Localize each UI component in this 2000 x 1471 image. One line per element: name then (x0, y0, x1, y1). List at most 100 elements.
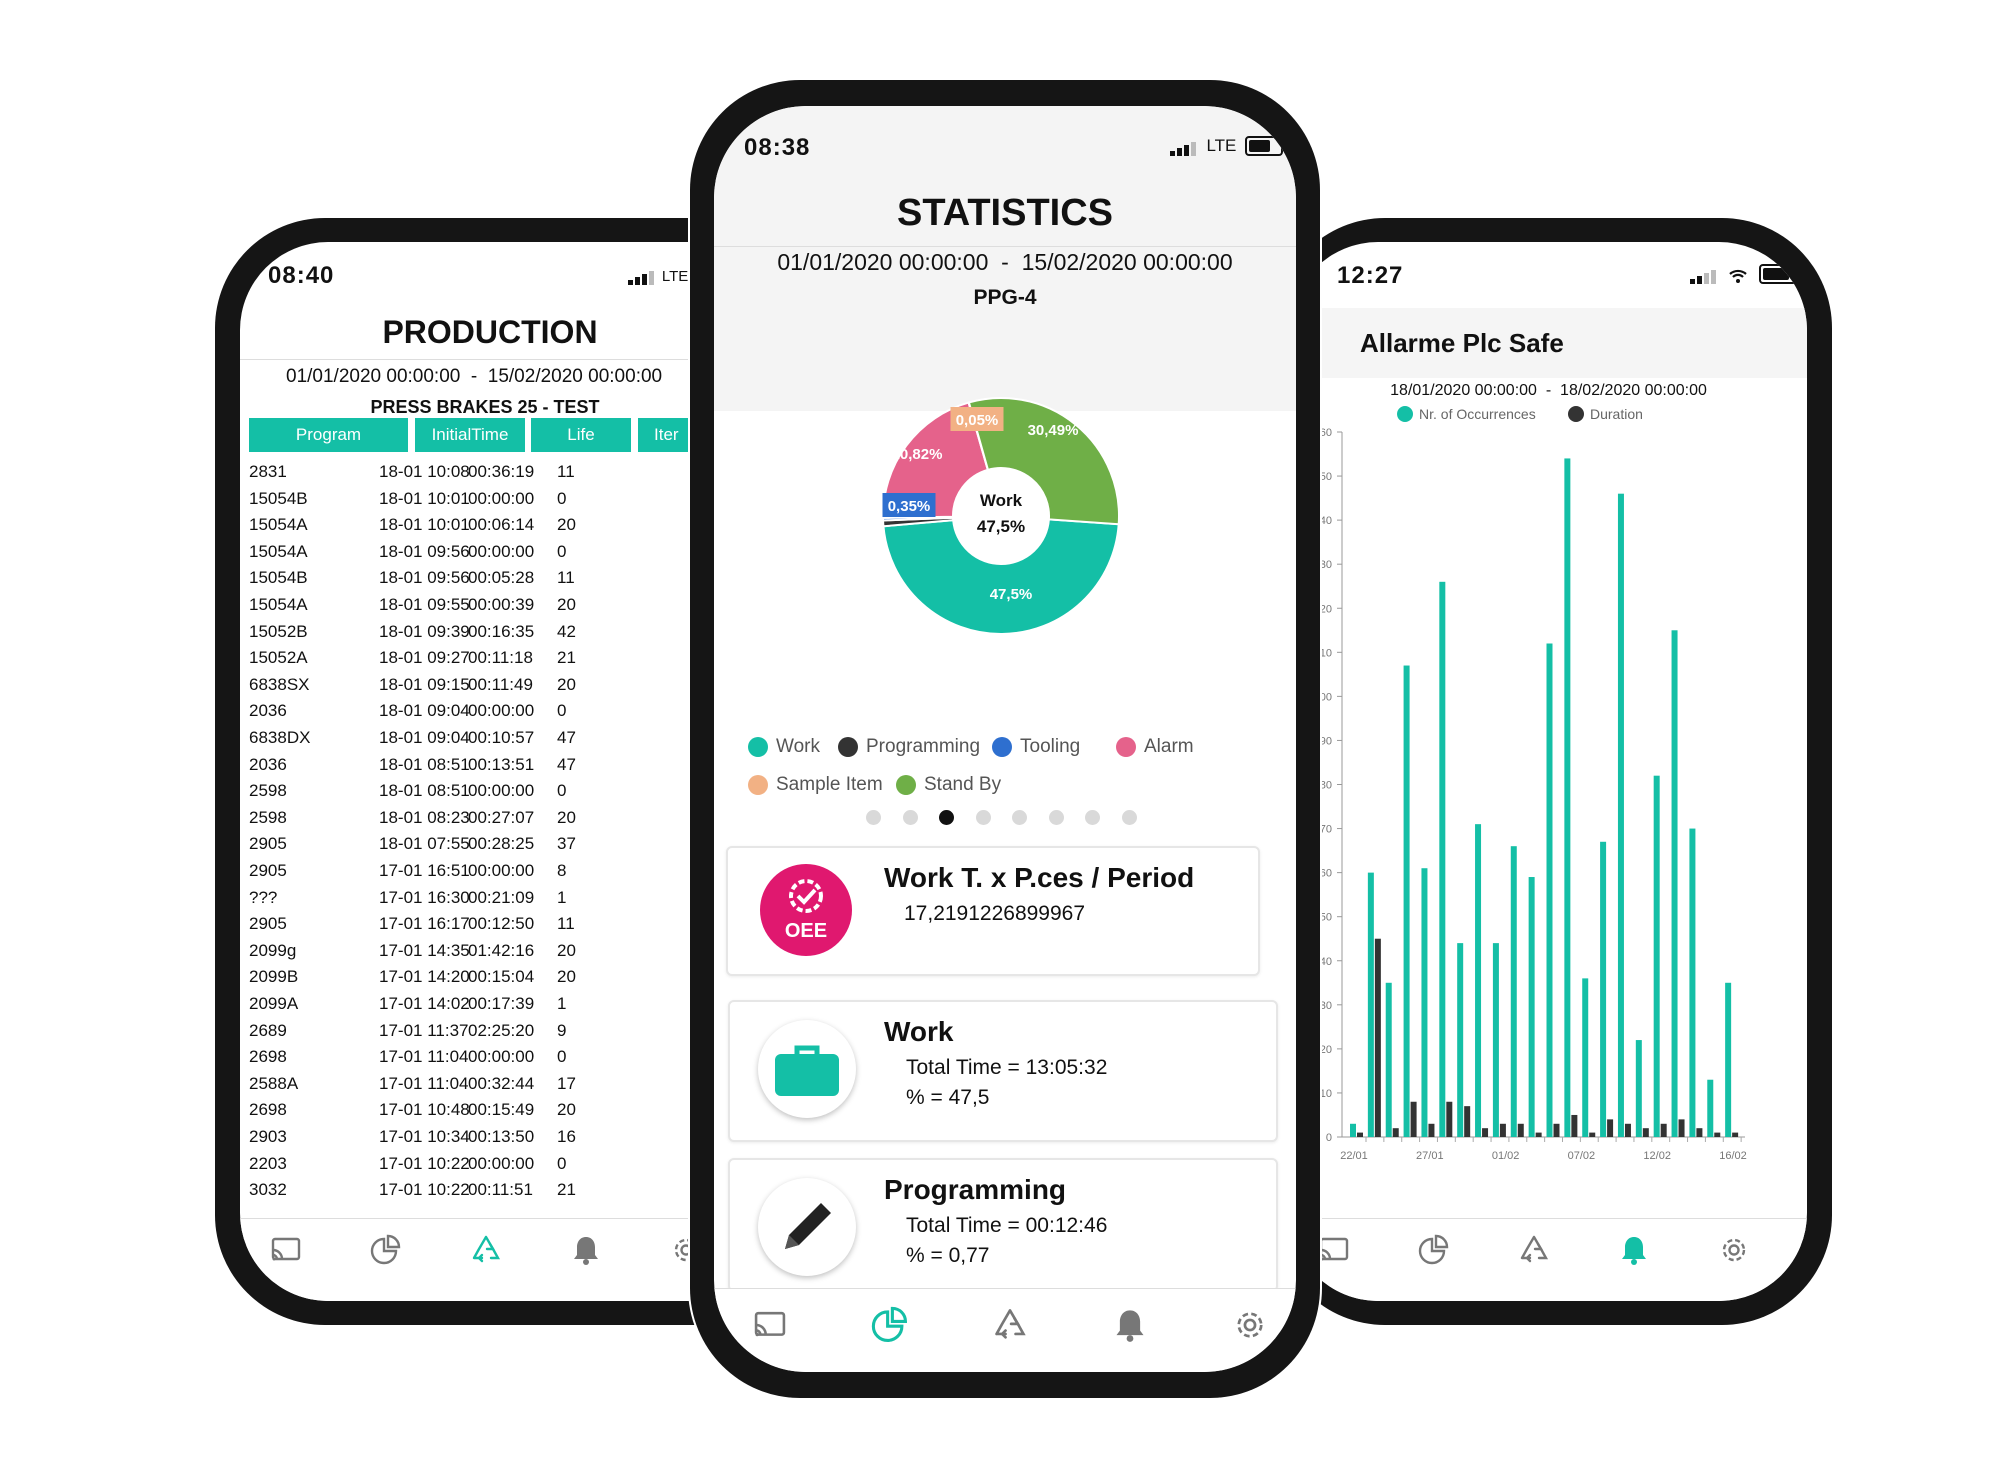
table-row[interactable]: 2698 17-01 10:48 00:15:49 20 (249, 1100, 769, 1127)
legend-item[interactable]: Stand By (896, 774, 1001, 796)
tab-cast[interactable] (256, 1225, 316, 1275)
table-row[interactable]: 6838SX 18-01 09:15 00:11:49 20 (249, 675, 769, 702)
tab-alarms[interactable] (1604, 1225, 1664, 1275)
bar-duration[interactable] (1571, 1114, 1578, 1137)
bar-occurrences[interactable] (1653, 775, 1660, 1137)
table-row[interactable]: 6838DX 18-01 09:04 00:10:57 47 (249, 728, 769, 755)
tab-cast[interactable] (738, 1299, 802, 1351)
bar-occurrences[interactable] (1671, 630, 1678, 1137)
table-row[interactable]: 15052B 18-01 09:39 00:16:35 42 (249, 622, 769, 649)
table-row[interactable]: 15052A 18-01 09:27 00:11:18 21 (249, 648, 769, 675)
bar-duration[interactable] (1642, 1128, 1649, 1137)
table-row[interactable]: 2689 17-01 11:37 02:25:20 9 (249, 1021, 769, 1048)
table-row[interactable]: 2598 18-01 08:23 00:27:07 20 (249, 808, 769, 835)
bar-occurrences[interactable] (1439, 581, 1446, 1137)
bar-duration[interactable] (1678, 1119, 1685, 1137)
work-card[interactable]: Work Total Time = 13:05:32 % = 47,5 (728, 1000, 1278, 1142)
col-header-program[interactable]: Program (249, 418, 408, 452)
donut-slice-stand-by[interactable] (967, 397, 1120, 526)
legend-item[interactable]: Alarm (1116, 736, 1194, 758)
bar-occurrences[interactable] (1689, 828, 1696, 1137)
table-row[interactable]: 2831 18-01 10:08 00:36:19 11 (249, 462, 769, 489)
legend-item[interactable]: Work (748, 736, 820, 758)
tab-settings[interactable] (1218, 1299, 1282, 1351)
table-row[interactable]: 2905 17-01 16:51 00:00:00 8 (249, 861, 769, 888)
bar-occurrences[interactable] (1367, 872, 1374, 1137)
bar-duration[interactable] (1482, 1128, 1489, 1137)
tab-cast[interactable] (1304, 1225, 1364, 1275)
bar-occurrences[interactable] (1350, 1123, 1356, 1137)
tab-statistics[interactable] (858, 1299, 922, 1351)
bar-duration[interactable] (1732, 1132, 1739, 1137)
pager-dot[interactable] (1085, 810, 1100, 825)
bar-occurrences[interactable] (1564, 458, 1571, 1137)
bar-duration[interactable] (1535, 1132, 1542, 1137)
legend-item[interactable]: Programming (838, 736, 980, 758)
bar-duration[interactable] (1607, 1119, 1614, 1137)
pager-dot[interactable] (939, 810, 954, 825)
bar-occurrences[interactable] (1492, 943, 1499, 1137)
bar-duration[interactable] (1410, 1101, 1417, 1137)
tab-statistics[interactable] (1404, 1225, 1464, 1275)
oee-card[interactable]: OEE Work T. x P.ces / Period 17,21912268… (726, 846, 1260, 976)
table-row[interactable]: 2036 18-01 09:04 00:00:00 0 (249, 701, 769, 728)
bar-duration[interactable] (1553, 1123, 1560, 1137)
bar-duration[interactable] (1517, 1123, 1524, 1137)
bar-duration[interactable] (1714, 1132, 1721, 1137)
tab-production[interactable] (978, 1299, 1042, 1351)
bar-occurrences[interactable] (1617, 493, 1624, 1137)
table-row[interactable]: 2099B 17-01 14:20 00:15:04 20 (249, 967, 769, 994)
bar-occurrences[interactable] (1582, 978, 1589, 1137)
bar-occurrences[interactable] (1707, 1079, 1714, 1137)
bar-occurrences[interactable] (1457, 943, 1464, 1137)
table-row[interactable]: 2036 18-01 08:51 00:13:51 47 (249, 755, 769, 782)
table-row[interactable]: 2203 17-01 10:22 00:00:00 0 (249, 1154, 769, 1181)
bar-duration[interactable] (1589, 1132, 1596, 1137)
pager-dot[interactable] (866, 810, 881, 825)
bar-occurrences[interactable] (1725, 982, 1732, 1137)
pager-dot[interactable] (1048, 810, 1064, 825)
table-row[interactable]: 3032 17-01 10:22 00:11:51 21 (249, 1180, 769, 1207)
table-row[interactable]: 2905 17-01 16:17 00:12:50 11 (249, 914, 769, 941)
bar-duration[interactable] (1624, 1123, 1631, 1137)
table-row[interactable]: 2588A 17-01 11:04 00:32:44 17 (249, 1074, 769, 1101)
table-row[interactable]: 2698 17-01 11:04 00:00:00 0 (249, 1047, 769, 1074)
pager-dot[interactable] (902, 810, 918, 825)
pager-dot[interactable] (1012, 810, 1027, 825)
bar-occurrences[interactable] (1528, 877, 1535, 1137)
tab-alarms[interactable] (556, 1225, 616, 1275)
table-row[interactable]: 15054B 18-01 09:56 00:05:28 11 (249, 568, 769, 595)
bar-occurrences[interactable] (1421, 868, 1428, 1137)
bar-duration[interactable] (1696, 1128, 1703, 1137)
bar-duration[interactable] (1392, 1128, 1399, 1137)
bar-occurrences[interactable] (1635, 1040, 1642, 1137)
pager-dot[interactable] (975, 810, 991, 825)
table-row[interactable]: 2905 18-01 07:55 00:28:25 37 (249, 834, 769, 861)
legend-item[interactable]: Tooling (992, 736, 1080, 758)
bar-occurrences[interactable] (1475, 824, 1482, 1137)
bar-duration[interactable] (1357, 1132, 1363, 1137)
table-row[interactable]: 15054A 18-01 10:01 00:06:14 20 (249, 515, 769, 542)
donut-slice-work[interactable] (882, 518, 1120, 635)
bar-duration[interactable] (1428, 1123, 1435, 1137)
col-header-life[interactable]: Life (531, 418, 631, 452)
tab-alarms[interactable] (1098, 1299, 1162, 1351)
bar-occurrences[interactable] (1385, 982, 1392, 1137)
pager-dot[interactable] (1121, 810, 1137, 825)
bar-occurrences[interactable] (1403, 665, 1410, 1137)
table-row[interactable]: 15054A 18-01 09:55 00:00:39 20 (249, 595, 769, 622)
bar-duration[interactable] (1374, 938, 1381, 1137)
tab-settings[interactable] (1704, 1225, 1764, 1275)
table-row[interactable]: 2099A 17-01 14:02 00:17:39 1 (249, 994, 769, 1021)
table-row[interactable]: 15054A 18-01 09:56 00:00:00 0 (249, 542, 769, 569)
table-row[interactable]: 2099g 17-01 14:35 01:42:16 20 (249, 941, 769, 968)
tab-statistics[interactable] (356, 1225, 416, 1275)
tab-production[interactable] (1504, 1225, 1564, 1275)
col-header-initialtime[interactable]: InitialTime (415, 418, 525, 452)
bar-occurrences[interactable] (1510, 846, 1517, 1137)
table-row[interactable]: 15054B 18-01 10:01 00:00:00 0 (249, 489, 769, 516)
table-row[interactable]: 2598 18-01 08:51 00:00:00 0 (249, 781, 769, 808)
bar-duration[interactable] (1660, 1123, 1667, 1137)
programming-card[interactable]: Programming Total Time = 00:12:46 % = 0,… (728, 1158, 1278, 1292)
bar-duration[interactable] (1499, 1123, 1506, 1137)
